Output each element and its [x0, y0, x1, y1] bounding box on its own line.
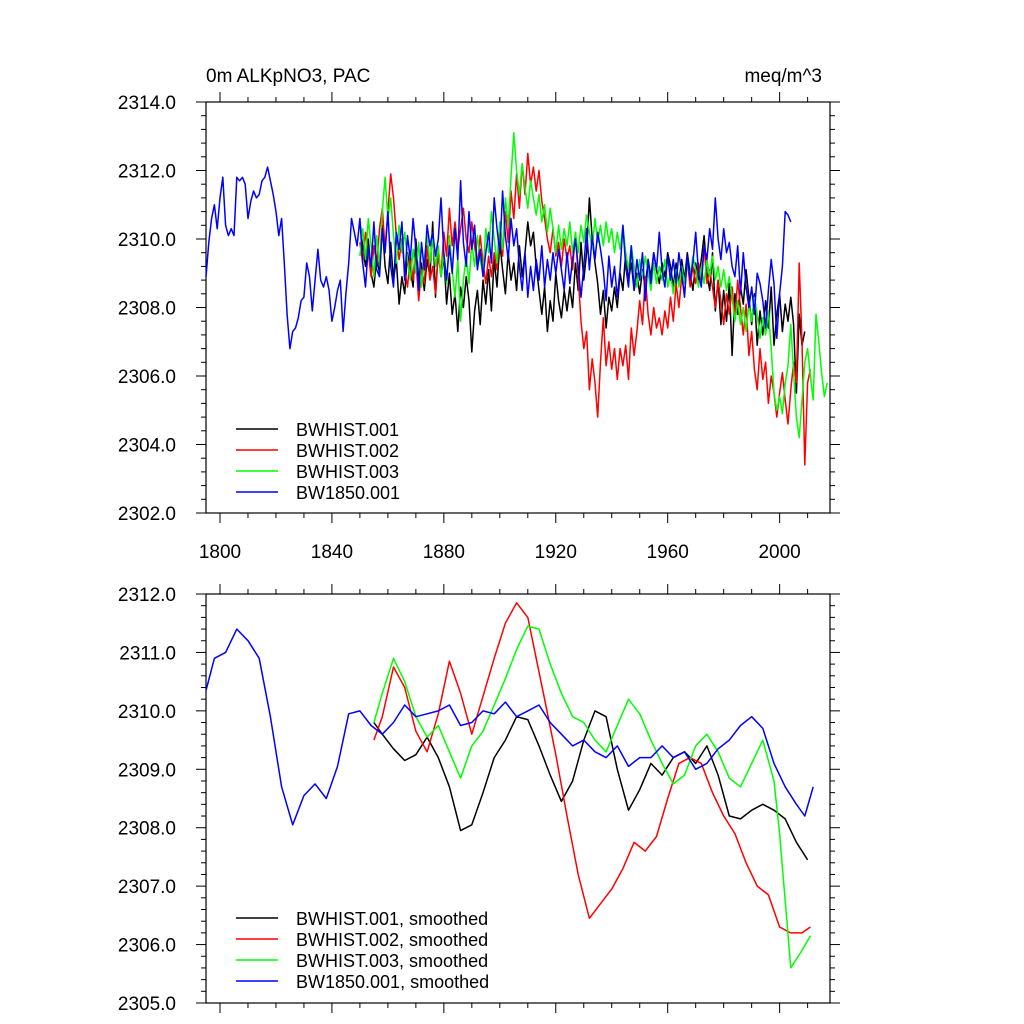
- x-tick-label: 1960: [647, 542, 689, 563]
- series-line-2: [373, 602, 811, 934]
- top-panel: 2302.0 2304.0 2306.0 2308.0 2310.0 2312.0 2314…: [118, 66, 840, 563]
- x-tick-label: 2000: [758, 542, 800, 563]
- y-tick-label: 2305.0: [118, 994, 176, 1015]
- series-line-3: [373, 625, 812, 969]
- y-tick-label: 2307.0: [118, 877, 176, 898]
- plot-frame: [205, 593, 831, 1004]
- x-tick-label: 1840: [311, 542, 353, 563]
- legend-label: BWHIST.001: [296, 420, 399, 440]
- y-tick-label: 2306.0: [118, 936, 176, 957]
- chart-title: 0m ALKpNO3, PAC: [206, 66, 370, 87]
- y-tick-label: 2308.0: [118, 819, 176, 840]
- y-tick-label: 2310.0: [118, 230, 176, 251]
- y-tick-label: 2308.0: [118, 299, 176, 320]
- chart-units: meq/m^3: [744, 66, 822, 87]
- legend-label: BWHIST.002, smoothed: [296, 930, 488, 950]
- legend-label: BW1850.001, smoothed: [296, 972, 489, 992]
- series-line-4: [205, 166, 792, 350]
- series-line-4: [205, 628, 814, 826]
- y-tick-label: 2302.0: [118, 504, 176, 525]
- y-tick-label: 2304.0: [118, 436, 176, 457]
- x-tick-label: 1800: [199, 542, 241, 563]
- y-tick-label: 2312.0: [118, 585, 176, 606]
- y-tick-label: 2309.0: [118, 760, 176, 781]
- legend-label: BWHIST.001, smoothed: [296, 909, 488, 929]
- y-tick-label: 2314.0: [118, 93, 176, 114]
- y-tick-label: 2306.0: [118, 367, 176, 388]
- legend-label: BWHIST.003: [296, 462, 399, 482]
- legend-label: BW1850.001: [296, 483, 400, 503]
- y-tick-label: 2311.0: [119, 643, 176, 664]
- series-line-2: [359, 152, 812, 466]
- series-line-1: [373, 710, 809, 861]
- bottom-panel: 2305.0 2306.0 2307.0 2308.0 2309.0 2310.0 2311…: [118, 584, 840, 1015]
- x-tick-label: 1920: [535, 542, 577, 563]
- x-tick-label: 1880: [423, 542, 465, 563]
- legend-label: BWHIST.002: [296, 441, 399, 461]
- y-tick-label: 2310.0: [118, 702, 176, 723]
- legend-label: BWHIST.003, smoothed: [296, 951, 488, 971]
- y-tick-label: 2312.0: [118, 162, 176, 183]
